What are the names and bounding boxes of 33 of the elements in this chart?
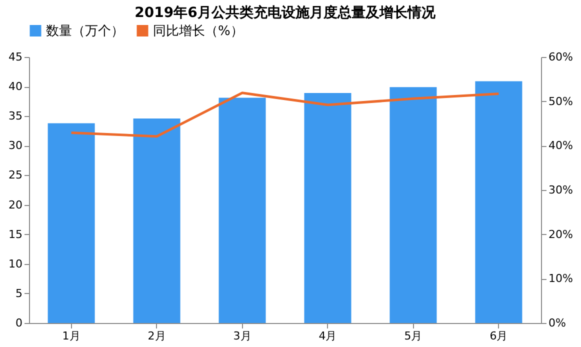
x-tick-label: 3月 — [233, 330, 252, 342]
y2-tick-label: 0% — [548, 316, 566, 330]
x-tick-label: 1月 — [62, 330, 80, 342]
legend-label: 同比增长（%） — [153, 24, 244, 39]
y-tick-label: 10 — [8, 257, 22, 270]
x-tick-label: 4月 — [318, 330, 337, 342]
y2-tick-label: 50% — [548, 94, 573, 108]
bar — [390, 87, 437, 323]
y-tick-label: 30 — [8, 139, 22, 152]
y2-tick-label: 60% — [548, 50, 573, 64]
legend-label: 数量（万个） — [46, 24, 124, 39]
y-tick-label: 45 — [8, 50, 22, 64]
y2-tick-label: 40% — [548, 139, 573, 152]
y2-tick-label: 10% — [548, 272, 573, 286]
y2-tick-label: 20% — [548, 228, 573, 241]
x-tick-label: 2月 — [148, 330, 166, 342]
bar — [304, 93, 352, 323]
y-tick-label: 20 — [8, 198, 22, 212]
bar — [133, 118, 180, 323]
y-tick-label: 15 — [8, 228, 22, 241]
line-series — [70, 92, 500, 138]
y-tick-label: 25 — [8, 168, 22, 182]
chart-title: 2019年6月公共类充电设施月度总量及增长情况 — [134, 4, 436, 21]
y-tick-label: 0 — [16, 316, 22, 330]
y2-tick-label: 30% — [548, 184, 573, 196]
y-tick-label: 40 — [8, 80, 22, 94]
y-tick-label: 5 — [16, 286, 22, 300]
bar — [218, 98, 266, 323]
bar — [475, 81, 522, 323]
x-tick-label: 6月 — [490, 330, 508, 342]
bar — [48, 123, 95, 323]
x-tick-label: 5月 — [404, 330, 422, 342]
y-tick-label: 35 — [8, 110, 22, 123]
